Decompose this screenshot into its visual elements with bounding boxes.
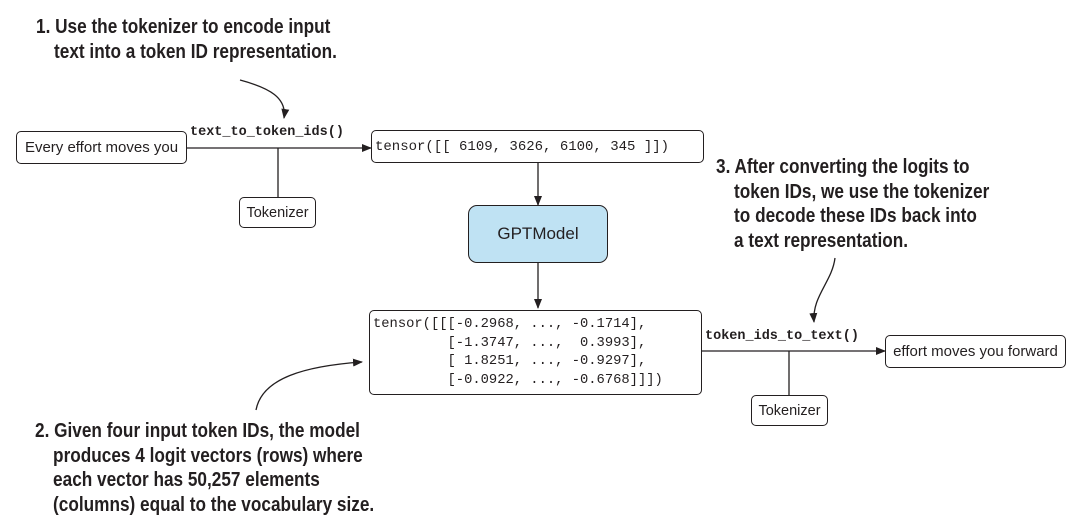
logits-row-1: tensor([[[-0.2968, ..., -0.1714], <box>373 317 647 332</box>
step1-note: 1. Use the tokenizer to encode input tex… <box>36 15 337 64</box>
gpt-model-box: GPTModel <box>468 205 608 263</box>
token-tensor-text: tensor([[ 6109, 3626, 6100, 345 ]]) <box>375 138 670 155</box>
logits-row-2: [-1.3747, ..., 0.3993], <box>373 335 647 351</box>
pointer-step2 <box>255 358 363 411</box>
step2-line1: 2. Given four input token IDs, the model <box>35 420 360 442</box>
logits-row-3: [ 1.8251, ..., -0.9297], <box>373 354 647 369</box>
encode-function-label: text_to_token_ids() <box>190 125 344 140</box>
step3-note: 3. After converting the logits to token … <box>716 155 989 253</box>
pointer-step1 <box>239 79 290 119</box>
gpt-model-label: GPTModel <box>497 224 579 243</box>
decode-function-label: token_ids_to_text() <box>705 329 859 344</box>
input-text: Every effort moves you <box>24 139 179 156</box>
token-tensor-box: tensor([[ 6109, 3626, 6100, 345 ]]) <box>371 130 704 163</box>
logits-tensor-box <box>369 310 702 395</box>
tokenizer-box-bottom: Tokenizer <box>751 395 828 426</box>
tokenizer-box-top: Tokenizer <box>239 197 316 228</box>
step1-line1: 1. Use the tokenizer to encode input <box>36 16 331 38</box>
tokenizer-top-label: Tokenizer <box>246 204 309 221</box>
output-text: effort moves you forward <box>893 343 1058 360</box>
step3-line2: token IDs, we use the tokenizer <box>734 180 990 203</box>
logits-tensor-text: tensor([[[-0.2968, ..., -0.1714], [-1.37… <box>373 316 663 390</box>
step1-line2: text into a token ID representation. <box>54 40 337 63</box>
step3-line1: 3. After converting the logits to <box>716 156 970 178</box>
output-text-box: effort moves you forward <box>885 335 1066 368</box>
input-text-box: Every effort moves you <box>16 131 187 164</box>
pointer-step3 <box>809 257 836 323</box>
logits-row-4: [-0.0922, ..., -0.6768]]]) <box>373 372 663 388</box>
step3-line3: to decode these IDs back into <box>734 205 977 227</box>
step2-line4: (columns) equal to the vocabulary size. <box>53 493 375 516</box>
step2-line3: each vector has 50,257 elements <box>53 469 320 491</box>
tokenizer-bottom-label: Tokenizer <box>758 402 821 419</box>
step2-line2: produces 4 logit vectors (rows) where <box>53 444 363 467</box>
step3-line4: a text representation. <box>734 229 909 252</box>
step2-note: 2. Given four input token IDs, the model… <box>35 419 374 517</box>
